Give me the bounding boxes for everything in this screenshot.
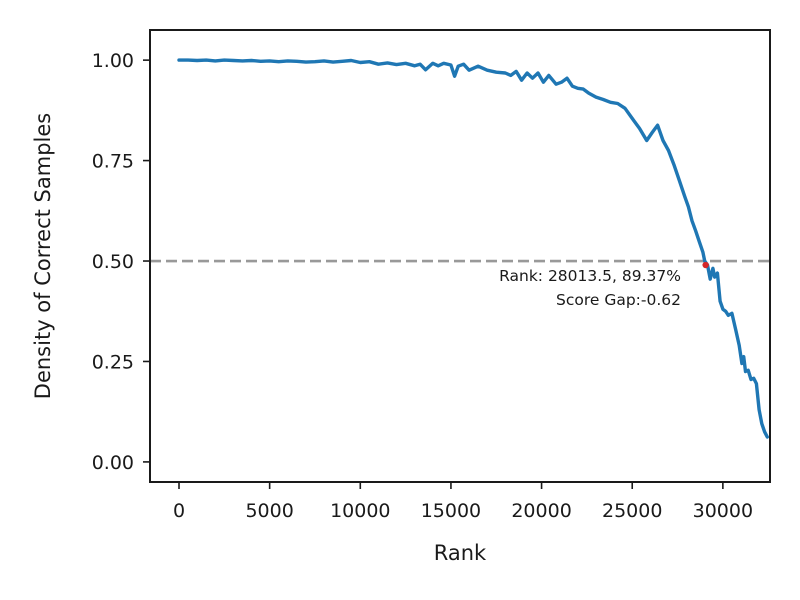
x-tick-label: 15000 [421, 500, 481, 522]
y-tick-label: 0.00 [92, 452, 134, 474]
x-tick-label: 25000 [602, 500, 662, 522]
highlight-point [702, 261, 709, 269]
tick-layer: 0 5000 10000 15000 20000 25000 30000 0.00 0.25 0.… [92, 50, 753, 522]
y-tick-label: 0.25 [92, 351, 134, 373]
y-tick-label: 1.00 [92, 50, 134, 72]
y-tick-label: 0.75 [92, 151, 134, 173]
x-tick-label: 0 [173, 500, 185, 522]
x-tick-label: 10000 [330, 500, 390, 522]
y-axis-title: Density of Correct Samples [31, 113, 55, 399]
annotation-line-2: Score Gap:-0.62 [556, 291, 681, 309]
annotation-line-1: Rank: 28013.5, 89.37% [499, 267, 681, 285]
x-tick-label: 20000 [511, 500, 571, 522]
x-tick-label: 5000 [245, 500, 293, 522]
plot-area [150, 58, 770, 439]
series-line-0 [177, 58, 769, 439]
x-tick-label: 30000 [693, 500, 753, 522]
y-tick-label: 0.50 [92, 251, 134, 273]
x-axis-title: Rank [434, 541, 487, 565]
plot-frame [149, 29, 771, 483]
